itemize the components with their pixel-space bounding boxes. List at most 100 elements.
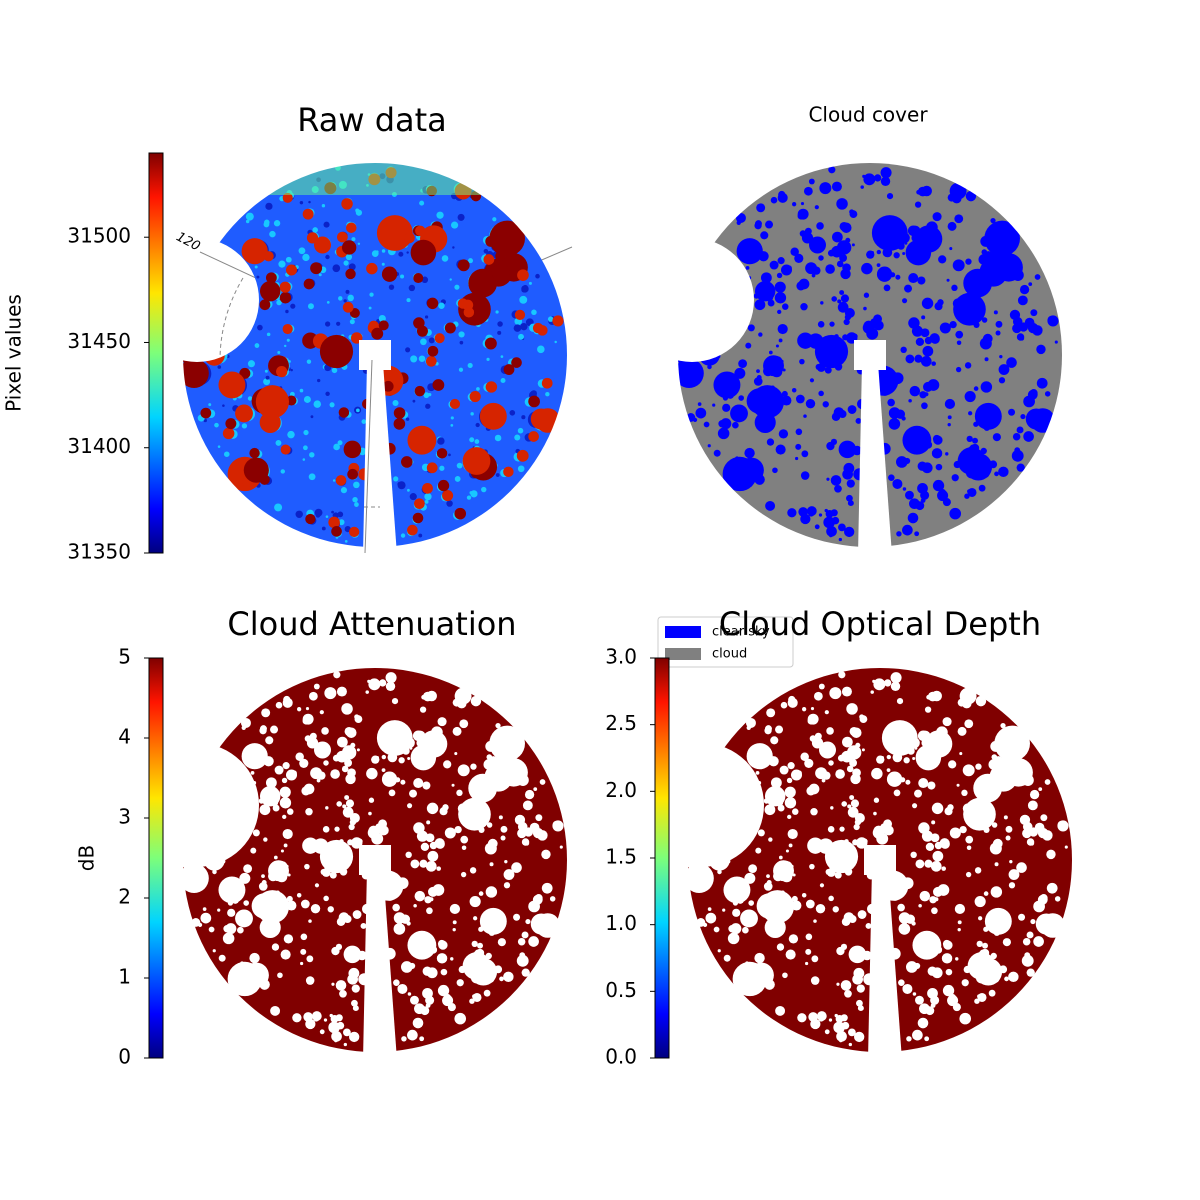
clear-blob <box>747 275 752 280</box>
clear-blob <box>302 717 310 725</box>
clear-blob <box>559 845 563 849</box>
cloud-blob <box>454 507 467 520</box>
legend-swatch <box>665 648 701 660</box>
cloud-blob <box>436 448 448 459</box>
cloud-blob <box>495 251 506 262</box>
clear-blob <box>729 263 740 274</box>
clear-blob <box>772 467 778 474</box>
clear-blob <box>877 927 881 931</box>
clear-blob <box>965 835 974 844</box>
clear-blob <box>333 671 341 679</box>
clear-blob <box>756 203 766 213</box>
clear-blob <box>902 425 932 455</box>
speckle <box>217 445 221 448</box>
cloud-blob <box>516 449 529 462</box>
clear-blob <box>802 707 807 712</box>
cloud-blob <box>259 299 271 311</box>
clear-blob <box>794 253 804 263</box>
clear-blob <box>961 789 968 797</box>
clear-blob <box>817 321 825 328</box>
clear-blob <box>867 422 871 426</box>
clear-blob <box>366 993 376 1003</box>
clear-blob <box>891 736 898 743</box>
clear-blob <box>748 720 756 728</box>
clear-blob <box>457 764 470 777</box>
colorbar-tick-label: 31450 <box>67 329 131 353</box>
clear-blob <box>924 1036 930 1042</box>
clear-blob <box>795 443 802 450</box>
speckle <box>325 254 330 260</box>
clear-blob <box>709 849 730 871</box>
clear-blob <box>304 735 312 742</box>
clear-blob <box>243 720 251 728</box>
clear-blob <box>942 717 952 727</box>
clear-blob <box>405 851 412 859</box>
cloud-blob <box>383 442 396 455</box>
clear-blob <box>990 217 996 224</box>
speckle <box>335 536 339 539</box>
clear-blob <box>234 768 245 779</box>
clear-blob <box>713 449 721 457</box>
clear-blob <box>909 498 920 510</box>
speckle <box>265 202 273 210</box>
clear-blob <box>849 759 858 767</box>
cloud-blob <box>349 526 360 538</box>
clear-blob <box>998 364 1010 375</box>
clear-blob <box>941 953 953 964</box>
clear-blob <box>691 324 696 329</box>
clear-blob <box>517 828 527 839</box>
clear-blob <box>697 314 702 319</box>
speckle <box>466 495 472 500</box>
clear-blob <box>352 950 362 960</box>
clear-blob <box>819 883 825 888</box>
cloud-blob <box>179 358 209 389</box>
clear-blob <box>342 804 347 809</box>
clear-blob <box>766 708 776 718</box>
clear-blob <box>787 814 792 820</box>
clear-blob <box>376 720 413 756</box>
clear-blob <box>945 968 953 976</box>
clear-blob <box>535 913 560 938</box>
clear-blob <box>728 789 738 799</box>
clear-blob <box>902 983 913 994</box>
clear-blob <box>829 534 833 538</box>
clear-blob <box>924 336 933 345</box>
clear-blob <box>965 258 972 265</box>
clear-blob <box>972 437 979 444</box>
clear-blob <box>1000 756 1011 767</box>
clear-blob <box>963 268 993 298</box>
clear-blob <box>218 954 226 962</box>
clear-blob <box>807 717 815 725</box>
clear-blob <box>955 330 964 339</box>
clear-blob <box>791 388 797 393</box>
clear-blob <box>291 770 297 776</box>
speckle <box>377 408 381 413</box>
clear-blob <box>984 220 1020 257</box>
clear-blob <box>764 727 772 735</box>
clear-blob <box>832 231 843 243</box>
clear-blob <box>850 407 855 413</box>
speckle <box>286 338 290 342</box>
clear-blob <box>847 500 854 507</box>
speckle <box>517 427 524 434</box>
clear-blob <box>309 732 317 740</box>
clear-blob <box>939 736 944 742</box>
clear-blob <box>282 762 290 770</box>
speckle <box>287 430 295 439</box>
speckle <box>481 486 487 493</box>
clear-blob <box>413 903 417 908</box>
clear-blob <box>937 490 949 502</box>
clear-blob <box>200 837 207 844</box>
speckle <box>206 332 211 338</box>
speckle <box>217 365 222 369</box>
speckle <box>214 422 219 428</box>
colorbar <box>654 657 670 1059</box>
speckle <box>241 423 248 429</box>
cloud-blob <box>282 323 293 335</box>
speckle <box>343 299 347 303</box>
clear-blob <box>310 740 317 747</box>
clear-blob <box>908 273 919 284</box>
clear-blob <box>984 357 989 362</box>
clear-blob <box>945 452 949 456</box>
clear-blob <box>992 433 1001 442</box>
